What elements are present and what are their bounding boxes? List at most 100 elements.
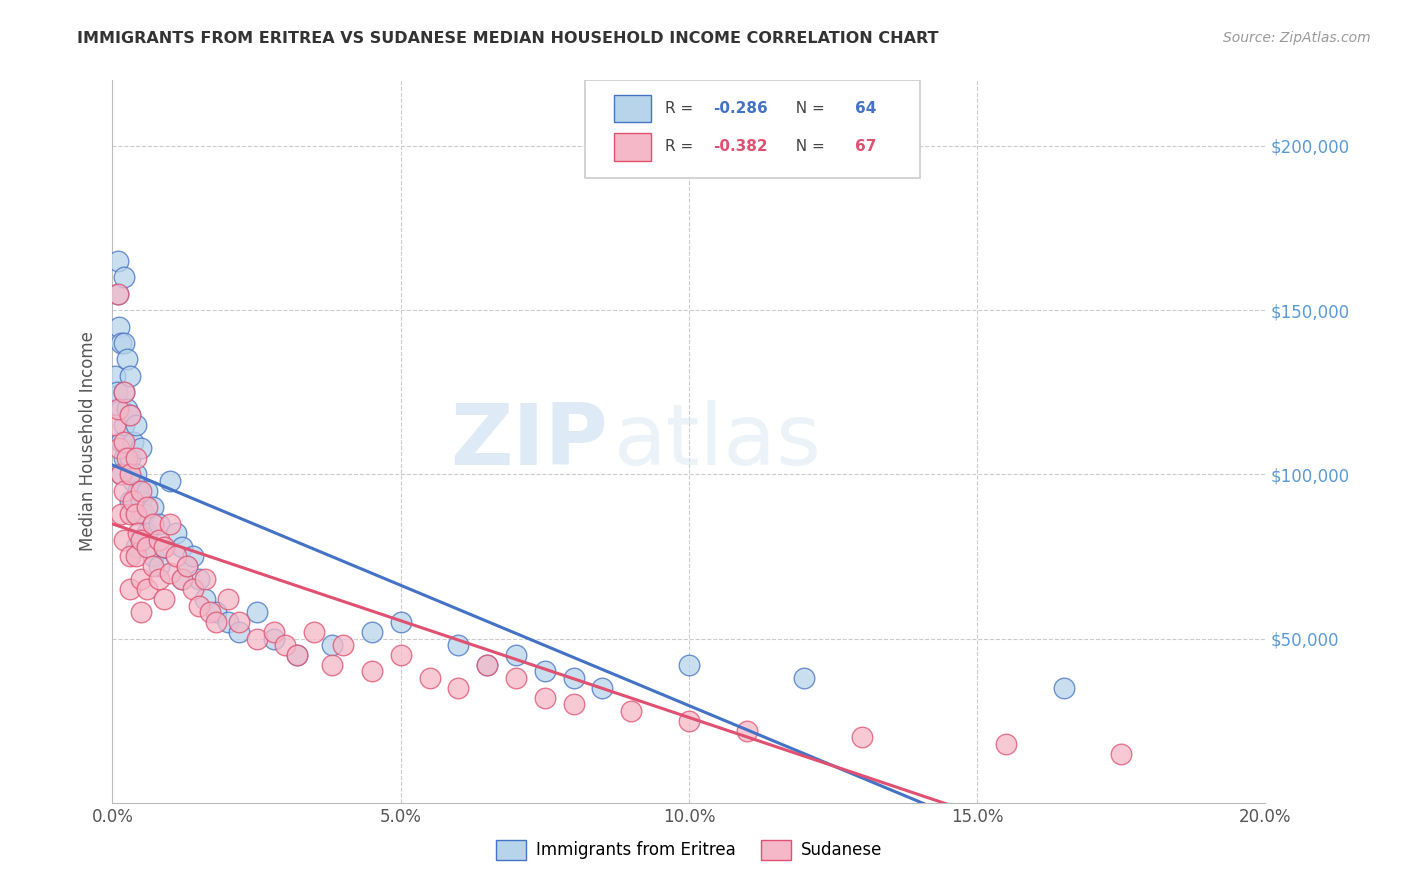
Point xyxy=(205,605,228,619)
Point xyxy=(159,566,181,580)
Point xyxy=(304,625,326,640)
Point xyxy=(107,286,129,301)
Point xyxy=(217,615,239,630)
Point xyxy=(153,592,176,607)
Point xyxy=(124,450,146,465)
Point xyxy=(105,385,128,400)
Point xyxy=(107,253,129,268)
Point xyxy=(110,467,132,482)
Point xyxy=(104,368,127,383)
Point xyxy=(121,493,143,508)
Point xyxy=(129,533,153,547)
Point xyxy=(562,698,585,712)
Point xyxy=(389,615,412,630)
Point xyxy=(112,270,135,285)
Point xyxy=(360,625,382,640)
Point xyxy=(505,648,527,662)
FancyBboxPatch shape xyxy=(614,95,651,122)
Point xyxy=(562,671,585,685)
Point xyxy=(129,605,153,619)
Point xyxy=(118,493,141,508)
Point xyxy=(793,671,815,685)
Point xyxy=(129,483,153,498)
Point xyxy=(228,615,250,630)
Point xyxy=(110,434,132,449)
Point xyxy=(124,549,146,564)
Point xyxy=(735,723,758,738)
Point xyxy=(263,625,285,640)
Point xyxy=(678,714,700,728)
Point xyxy=(115,450,138,465)
Text: R =: R = xyxy=(665,101,697,116)
Point xyxy=(851,730,873,744)
Point xyxy=(188,599,211,613)
Point xyxy=(124,540,146,554)
Point xyxy=(112,336,135,351)
Point xyxy=(112,450,135,465)
Text: -0.382: -0.382 xyxy=(713,139,768,154)
Point xyxy=(181,582,204,597)
Point xyxy=(170,540,193,554)
Point xyxy=(447,681,470,695)
Text: 67: 67 xyxy=(855,139,876,154)
Point xyxy=(118,368,141,383)
Point xyxy=(360,665,382,679)
Point xyxy=(165,526,187,541)
Point xyxy=(447,638,470,652)
Point xyxy=(136,483,159,498)
Point xyxy=(194,592,217,607)
Point xyxy=(148,516,170,531)
Point xyxy=(176,559,198,574)
Point xyxy=(118,450,141,465)
Point xyxy=(136,582,159,597)
Point xyxy=(419,671,441,685)
Point xyxy=(136,540,159,554)
Point xyxy=(136,500,159,515)
Point xyxy=(332,638,354,652)
Point xyxy=(148,559,170,574)
Point xyxy=(159,474,181,488)
Point xyxy=(118,507,141,521)
Point xyxy=(129,441,153,455)
Point xyxy=(124,507,146,521)
Point xyxy=(142,516,165,531)
Point xyxy=(263,632,285,646)
Point xyxy=(285,648,308,662)
Point xyxy=(108,319,131,334)
Point xyxy=(142,500,165,515)
Point xyxy=(121,434,143,449)
Point xyxy=(475,657,499,672)
Point xyxy=(148,573,170,587)
Point xyxy=(389,648,412,662)
Point xyxy=(1053,681,1076,695)
Point xyxy=(534,690,557,705)
Text: N =: N = xyxy=(786,139,830,154)
Point xyxy=(188,573,211,587)
Point xyxy=(112,533,135,547)
Text: atlas: atlas xyxy=(614,400,823,483)
Point xyxy=(112,483,135,498)
Point xyxy=(181,549,204,564)
Point xyxy=(118,467,141,482)
Point xyxy=(228,625,250,640)
Point xyxy=(159,516,181,531)
Point xyxy=(176,559,198,574)
Point xyxy=(678,657,700,672)
Point xyxy=(205,615,228,630)
Point xyxy=(124,507,146,521)
Text: Source: ZipAtlas.com: Source: ZipAtlas.com xyxy=(1223,31,1371,45)
Point xyxy=(142,549,165,564)
Point xyxy=(153,540,176,554)
Text: 64: 64 xyxy=(855,101,876,116)
Point xyxy=(118,582,141,597)
Point xyxy=(200,605,222,619)
Point xyxy=(505,671,527,685)
Point xyxy=(592,681,614,695)
Point xyxy=(124,418,146,433)
Point xyxy=(127,483,149,498)
Point xyxy=(110,507,132,521)
Point xyxy=(107,286,129,301)
Point xyxy=(475,657,499,672)
FancyBboxPatch shape xyxy=(614,133,651,161)
Point xyxy=(108,441,131,455)
